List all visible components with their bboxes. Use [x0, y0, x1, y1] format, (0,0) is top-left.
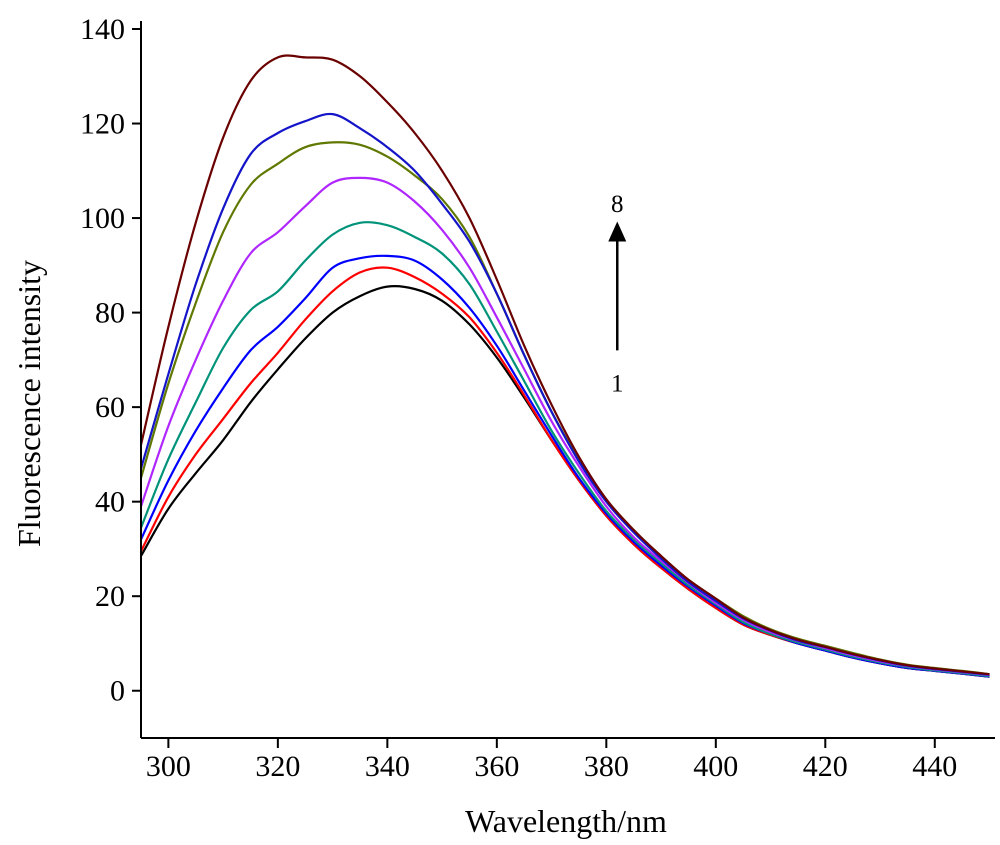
x-tick-label: 380	[584, 750, 629, 783]
y-tick-label: 20	[95, 580, 125, 613]
x-tick-label: 400	[693, 750, 738, 783]
series-line-4	[139, 221, 990, 678]
x-tick-label: 300	[146, 750, 191, 783]
y-tick-label: 120	[80, 108, 125, 141]
series-line-6	[139, 141, 990, 676]
axes-layer: 0 20 40 60 80 100 120 140 300 320 340 360 380 400 420 4…	[80, 13, 995, 783]
annotation-label-8: 8	[611, 191, 624, 218]
y-tick-label: 60	[95, 391, 125, 424]
y-tick-label: 100	[80, 202, 125, 235]
series-line-3	[140, 254, 990, 678]
x-tick-label: 440	[912, 750, 957, 783]
y-tick-label: 140	[80, 13, 125, 46]
series-line-1	[140, 285, 990, 678]
trend-arrow-head	[608, 221, 627, 242]
x-tick-label: 420	[803, 750, 848, 783]
series-line-8	[139, 54, 990, 676]
x-tick-label: 340	[365, 750, 410, 783]
series-line-5	[139, 176, 990, 677]
annotation-layer: 81	[608, 191, 627, 398]
series-line-7	[139, 112, 990, 676]
x-tick-label: 360	[474, 750, 519, 783]
series-line-2	[140, 266, 990, 678]
x-tick-label: 320	[255, 750, 300, 783]
y-tick-label: 0	[110, 675, 125, 708]
y-tick-label: 80	[95, 297, 125, 330]
annotation-label-1: 1	[611, 371, 624, 398]
series-layer	[139, 54, 990, 678]
x-axis-title: Wavelength/nm	[465, 803, 667, 839]
y-tick-label: 40	[95, 486, 125, 519]
y-axis-title: Fluorescence intensity	[11, 260, 47, 547]
